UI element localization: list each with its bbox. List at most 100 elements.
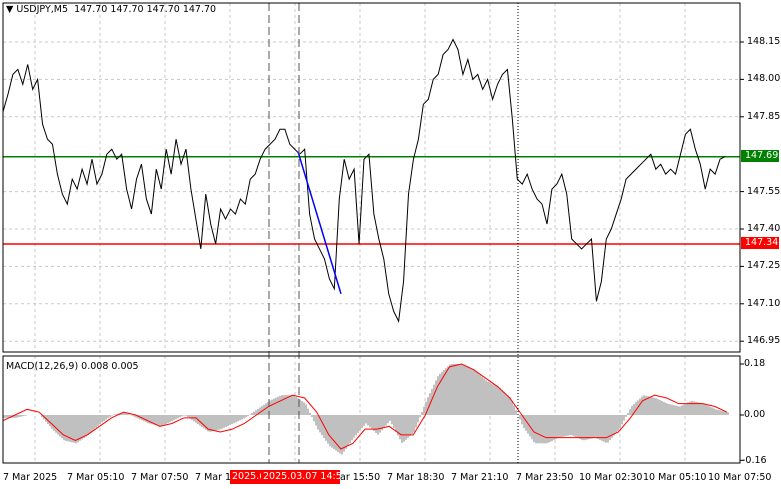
macd-histogram-bar [487,381,489,415]
macd-histogram-bar [63,415,65,441]
macd-histogram-bar [627,413,629,415]
macd-histogram-bar [381,415,383,431]
macd-histogram-bar [599,415,601,440]
macd-histogram-bar [407,415,409,438]
macd-histogram-bar [233,415,235,424]
macd-histogram-bar [699,402,701,415]
macd-histogram-bar [337,415,339,452]
macd-histogram-bar [99,415,101,425]
price-tick: 148.00 [747,73,781,84]
macd-histogram-bar [497,386,499,415]
macd-tick: -0.16 [742,455,767,466]
macd-histogram-bar [409,415,411,437]
macd-histogram-bar [13,415,15,418]
macd-histogram-bar [127,413,129,415]
macd-histogram-bar [605,415,607,443]
macd-histogram-bar [61,415,63,439]
macd-histogram-bar [207,415,209,432]
macd-histogram-bar [107,415,109,419]
macd-histogram-bar [241,415,243,420]
crosshair-time-label: 2025.03.07 14:50 [261,470,340,484]
macd-histogram-bar [525,415,527,431]
macd-histogram-bar [709,406,711,415]
macd-histogram-bar [543,415,545,444]
trend-line [297,151,342,295]
macd-histogram-bar [559,415,561,438]
macd-histogram-bar [695,401,697,415]
macd-histogram-bar [491,383,493,415]
time-label: 7 Mar 18:30 [387,472,445,483]
macd-histogram-bar [471,368,473,415]
macd-histogram-bar [71,415,73,443]
macd-histogram-bar [623,415,625,421]
macd-histogram-bar [305,404,307,415]
macd-histogram-bar [509,397,511,415]
macd-histogram-bar [285,395,287,415]
macd-histogram-bar [393,415,395,428]
macd-histogram-bar [101,415,103,423]
macd-histogram-bar [435,380,437,415]
macd-histogram-bar [613,415,615,436]
macd-histogram-bar [387,415,389,424]
macd-histogram-bar [149,415,151,424]
macd-histogram-bar [383,415,385,428]
macd-histogram-bar [441,371,443,415]
macd-histogram-bar [67,415,69,442]
macd-histogram-bar [355,415,357,436]
macd-histogram-bar [587,415,589,440]
macd-histogram-bar [143,415,145,422]
macd-histogram-bar [279,395,281,415]
macd-histogram-bar [185,415,187,416]
macd-histogram-bar [659,400,661,415]
macd-histogram-bar [315,415,317,426]
macd-histogram-bar [431,388,433,415]
macd-histogram-bar [327,415,329,444]
macd-histogram-bar [153,415,155,425]
macd-histogram-bar [641,396,643,415]
macd-histogram-bar [617,415,619,431]
macd-histogram-bar [615,415,617,434]
macd-histogram-bar [351,415,353,441]
macd-histogram-bar [475,370,477,415]
macd-histogram-bar [345,415,347,449]
macd-histogram-bar [217,415,219,430]
macd-histogram-bar [537,415,539,444]
time-label: 7 Mar 07:50 [131,472,189,483]
macd-histogram-bar [167,415,169,423]
macd-histogram-bar [21,415,23,417]
macd-tick: 0.18 [744,358,766,369]
macd-histogram-bar [331,415,333,448]
macd-histogram-bar [275,397,277,415]
macd-histogram-bar [159,415,161,427]
macd-histogram-bar [95,415,97,428]
price-tick: 147.55 [747,186,781,197]
macd-histogram-bar [673,405,675,415]
macd-histogram-bar [499,387,501,415]
macd-histogram-bar [689,401,691,415]
macd-histogram-bar [57,415,59,435]
macd-histogram-bar [187,415,189,418]
macd-histogram-bar [303,402,305,415]
macd-histogram-bar [425,401,427,415]
time-label: 10 Mar 02:30 [579,472,643,483]
macd-histogram-bar [565,415,567,437]
macd-histogram-bar [311,415,313,418]
red-level-badge: 147.34 [741,237,779,249]
macd-histogram-bar [593,415,595,438]
macd-histogram-bar [373,415,375,432]
macd-histogram-bar [83,415,85,438]
macd-histogram-bar [397,415,399,436]
macd-histogram-bar [675,405,677,415]
macd-histogram-bar [339,415,341,454]
macd-histogram-bar [691,400,693,415]
macd-histogram-bar [55,415,57,433]
macd-histogram-bar [379,415,381,433]
macd-histogram-bar [595,415,597,439]
macd-histogram-bar [385,415,387,426]
macd-histogram-bar [301,401,303,415]
macd-histogram-bar [221,415,223,429]
macd-histogram-bar [621,415,623,425]
macd-histogram-bar [651,397,653,415]
